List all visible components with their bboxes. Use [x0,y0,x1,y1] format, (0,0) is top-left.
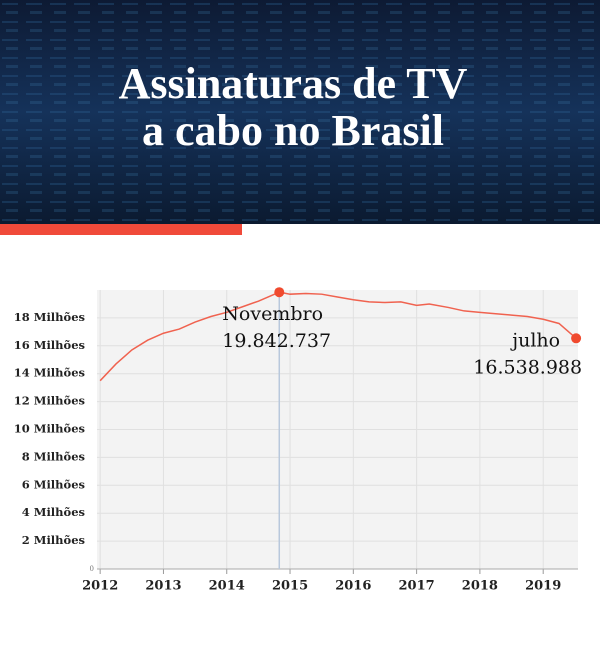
y-tick-label: 8 Milhões [22,449,85,463]
value-label: 19.842.737 [222,330,331,352]
chart-title: a cabo no Brasil [142,106,444,155]
header-texture [0,0,600,224]
annotation: julho [510,329,560,351]
y-tick-label: 0 [90,565,94,573]
chart-title: Assinaturas de TV [119,59,468,108]
x-tick-label: 2016 [335,579,371,594]
annotation: Novembro [222,303,323,325]
y-tick-label: 12 Milhões [14,394,85,408]
y-tick-label: 16 Milhões [14,338,85,352]
y-tick-label: 18 Milhões [14,310,85,324]
x-tick-label: 2018 [462,579,498,594]
x-tick-label: 2019 [525,579,561,594]
accent-bar [0,224,242,235]
x-tick-label: 2015 [272,579,308,594]
x-tick-label: 2014 [209,579,245,594]
highlight-point [274,287,285,298]
line [99,291,577,382]
highlight-point [571,333,582,344]
y-tick-label: 2 Milhões [22,533,85,547]
x-tick-label: 2012 [82,579,118,594]
y-tick-label: 10 Milhões [14,422,85,436]
y-tick-label: 4 Milhões [22,505,85,519]
y-tick-label: 14 Milhões [14,366,85,380]
y-tick-label: 6 Milhões [22,477,85,491]
value-label: 16.538.988 [473,356,582,378]
x-tick-label: 2013 [145,579,181,594]
x-tick-label: 2017 [399,579,435,594]
